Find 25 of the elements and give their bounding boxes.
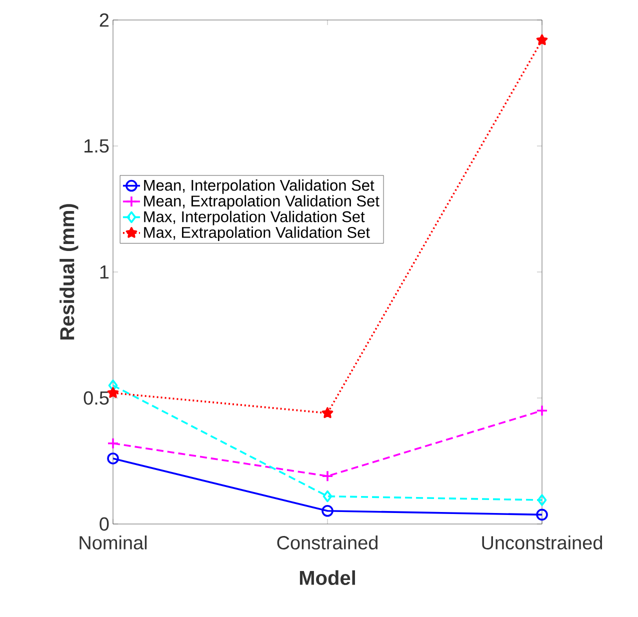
point [108,380,118,392]
y-tick-label: 2 [100,13,109,27]
x-tick-label: Constrained [277,536,378,550]
legend-label: Max, Interpolation Validation Set [144,210,365,226]
point [322,407,334,418]
point [322,471,333,482]
x-tick-label: Nominal [80,536,147,550]
y-tick-label: 0 [100,517,109,531]
y-tick-label: 1.5 [84,139,109,153]
legend-label: Mean, Extrapolation Validation Set [144,195,380,210]
point [537,406,548,416]
legend-label: Max, Extrapolation Validation Set [144,226,370,242]
point [537,494,547,506]
y-tick-label: 1 [100,265,109,279]
x-axis-title: Model [300,570,355,586]
point [322,490,332,502]
point [107,452,119,464]
y-axis-title: Residual (mm) [60,204,78,340]
point [536,34,548,46]
point [536,508,548,521]
point [322,504,334,517]
legend-label: Mean, Interpolation Validation Set [144,179,374,194]
x-tick-label: Unconstrained [482,536,602,550]
y-tick-label: 0.5 [84,391,109,405]
point [108,438,118,448]
